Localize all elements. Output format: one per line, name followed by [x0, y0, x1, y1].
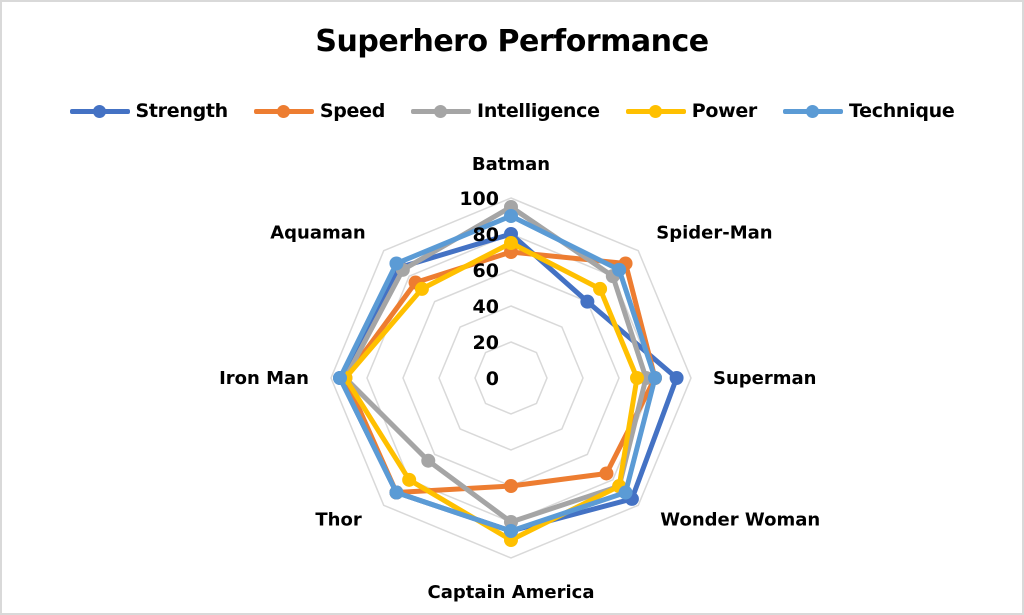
legend-item-strength[interactable]: Strength: [69, 100, 229, 122]
data-point[interactable]: [630, 371, 644, 385]
data-point[interactable]: [593, 281, 608, 296]
tick-label: 0: [486, 368, 499, 390]
data-point[interactable]: [599, 466, 614, 481]
data-point[interactable]: [504, 524, 518, 538]
series-power[interactable]: [338, 236, 644, 547]
tick-label: 100: [459, 188, 499, 210]
axis-label-aquaman: Aquaman: [270, 223, 366, 244]
legend-label: Strength: [135, 100, 229, 122]
series-technique[interactable]: [333, 209, 662, 538]
legend-label: Intelligence: [477, 100, 600, 122]
legend-item-technique[interactable]: Technique: [783, 100, 955, 122]
data-point[interactable]: [504, 209, 518, 223]
legend-item-intelligence[interactable]: Intelligence: [411, 100, 600, 122]
radar-series: [333, 200, 684, 547]
data-point[interactable]: [421, 453, 436, 468]
data-point[interactable]: [618, 485, 633, 500]
legend-label: Technique: [849, 100, 955, 122]
legend-label: Power: [691, 100, 758, 122]
axis-label-thor: Thor: [315, 509, 361, 530]
data-point[interactable]: [648, 371, 662, 385]
data-point[interactable]: [612, 262, 627, 277]
data-point[interactable]: [504, 236, 518, 250]
legend-item-power[interactable]: Power: [625, 100, 758, 122]
axis-label-superman: Superman: [713, 368, 816, 389]
axis-label-batman: Batman: [472, 154, 550, 175]
axis-label-iron-man: Iron Man: [219, 368, 309, 389]
data-point[interactable]: [402, 472, 417, 487]
tick-label: 40: [473, 296, 499, 318]
legend-item-speed[interactable]: Speed: [253, 100, 386, 122]
legend-marker-icon: [253, 105, 314, 118]
legend: Strength Speed Intelligence Power Techni…: [0, 100, 1024, 122]
legend-marker-icon: [69, 105, 130, 118]
grid-ring: [330, 197, 692, 559]
axis-label-wonder-woman: Wonder Woman: [660, 509, 820, 530]
legend-marker-icon: [411, 105, 472, 118]
chart-title: Superhero Performance: [315, 24, 709, 59]
grid-ring: [474, 341, 548, 415]
axis-label-spider-man: Spider-Man: [656, 223, 772, 244]
data-point[interactable]: [389, 256, 404, 271]
data-point[interactable]: [414, 281, 429, 296]
legend-label: Speed: [319, 100, 386, 122]
tick-label: 20: [473, 332, 499, 354]
data-point[interactable]: [389, 485, 404, 500]
data-point[interactable]: [669, 371, 684, 385]
axis-label-captain-america: Captain America: [427, 582, 594, 603]
tick-label: 80: [473, 224, 499, 246]
radial-tick-labels: 0 20 40 60 80 100: [459, 188, 499, 390]
data-point[interactable]: [333, 371, 347, 385]
category-axis-labels: Batman Spider-Man Superman Wonder Woman Capt…: [219, 154, 820, 603]
legend-marker-icon: [625, 105, 686, 118]
grid-ring: [438, 305, 584, 451]
data-point[interactable]: [580, 294, 595, 309]
data-point[interactable]: [504, 479, 518, 493]
tick-label: 60: [473, 260, 499, 282]
legend-marker-icon: [783, 105, 844, 118]
